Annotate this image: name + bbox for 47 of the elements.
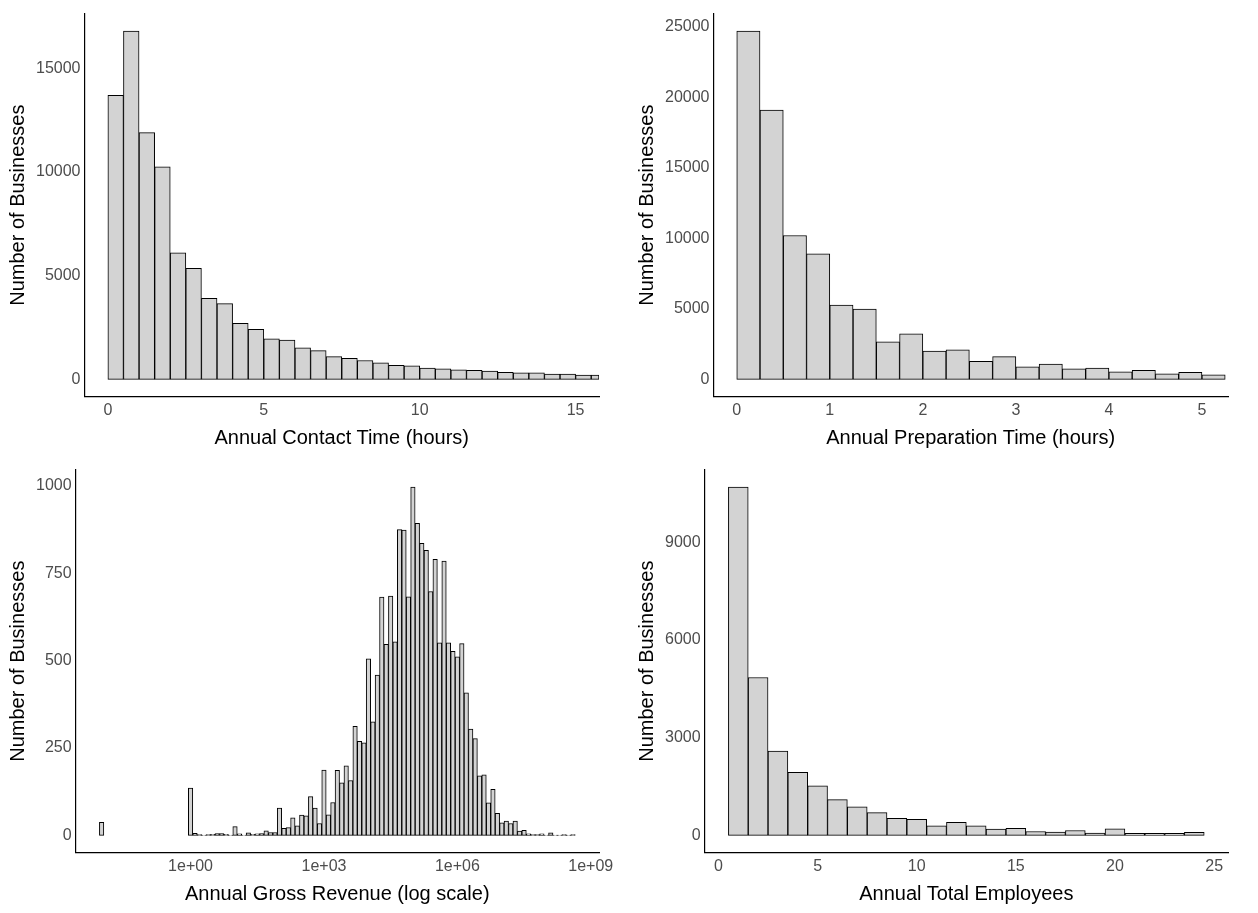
x-tick-label: 2 bbox=[918, 400, 928, 418]
x-tick-label: 5 bbox=[259, 400, 269, 418]
x-tick-label: 15 bbox=[566, 400, 585, 418]
y-tick-label: 1000 bbox=[36, 476, 72, 494]
y-tick-label: 10000 bbox=[664, 228, 710, 246]
x-tick-label: 20 bbox=[1106, 856, 1124, 874]
y-tick-label: 15000 bbox=[664, 158, 710, 176]
y-axis-title: Number of Businesses bbox=[5, 560, 28, 762]
y-tick-label: 5000 bbox=[673, 299, 710, 317]
y-tick-label: 5000 bbox=[44, 266, 81, 284]
x-tick-label: 15 bbox=[1006, 856, 1025, 874]
x-axis-title: Annual Total Employees bbox=[859, 881, 1074, 904]
y-tick-label: 0 bbox=[62, 825, 72, 843]
x-tick-label: 10 bbox=[907, 856, 926, 874]
x-tick-label: 0 bbox=[732, 400, 742, 418]
y-tick-label: 500 bbox=[44, 651, 72, 669]
x-tick-label: 5 bbox=[1197, 400, 1207, 418]
y-tick-label: 3000 bbox=[665, 728, 701, 746]
x-tick-label: 0 bbox=[714, 856, 724, 874]
y-tick-label: 10000 bbox=[35, 162, 81, 180]
y-tick-label: 25000 bbox=[664, 17, 710, 35]
x-tick-label: 1e+00 bbox=[168, 856, 214, 874]
y-tick-label: 20000 bbox=[664, 87, 710, 105]
y-tick-label: 0 bbox=[700, 369, 710, 387]
x-tick-label: 4 bbox=[1104, 400, 1114, 418]
y-tick-label: 15000 bbox=[35, 58, 81, 76]
y-axis-title: Number of Businesses bbox=[634, 104, 657, 306]
x-tick-label: 3 bbox=[1011, 400, 1021, 418]
y-tick-label: 750 bbox=[44, 563, 72, 581]
y-tick-label: 9000 bbox=[665, 532, 701, 550]
x-axis-title: Annual Contact Time (hours) bbox=[214, 425, 470, 448]
x-tick-label: 1 bbox=[825, 400, 835, 418]
x-tick-label: 5 bbox=[813, 856, 823, 874]
x-tick-label: 1e+06 bbox=[434, 856, 480, 874]
x-tick-label: 0 bbox=[103, 400, 113, 418]
y-tick-label: 250 bbox=[44, 738, 72, 756]
x-tick-label: 1e+03 bbox=[301, 856, 347, 874]
x-axis-title: Annual Preparation Time (hours) bbox=[826, 425, 1116, 448]
x-axis-title: Annual Gross Revenue (log scale) bbox=[184, 881, 490, 904]
y-axis-title: Number of Businesses bbox=[634, 560, 657, 762]
y-tick-label: 0 bbox=[691, 825, 701, 843]
y-tick-label: 6000 bbox=[665, 630, 701, 648]
x-tick-label: 25 bbox=[1205, 856, 1224, 874]
y-axis-title: Number of Businesses bbox=[5, 104, 28, 306]
x-tick-label: 1e+09 bbox=[568, 856, 614, 874]
x-tick-label: 10 bbox=[410, 400, 429, 418]
y-tick-label: 0 bbox=[71, 369, 81, 387]
